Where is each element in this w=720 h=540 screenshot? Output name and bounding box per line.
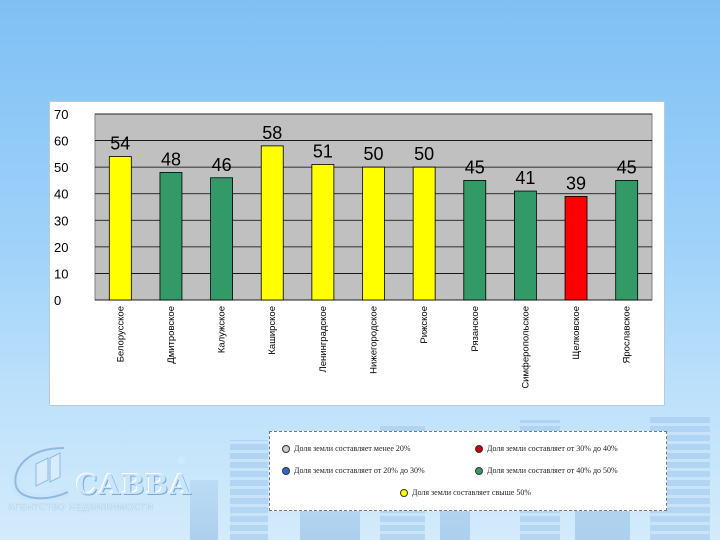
legend-label: Доля земли составляет менее 20%	[294, 444, 411, 453]
data-label: 50	[363, 144, 383, 164]
company-logo: САВВА ® АГЕНТСТВО НЕДВИЖИМОСТИ	[6, 440, 196, 520]
x-category-label: Симферопольское	[520, 306, 531, 389]
data-label: 58	[262, 123, 282, 143]
bar	[362, 166, 385, 301]
legend-swatch-icon	[475, 445, 483, 454]
legend-item: Доля земли составляет от 40% до 50%	[475, 466, 618, 476]
y-tick-label: 50	[54, 160, 68, 175]
data-label: 54	[110, 134, 130, 154]
legend-swatch-icon	[282, 445, 290, 454]
legend-item: Доля земли составляет от 20% до 30%	[282, 466, 425, 476]
x-category-label: Каширское	[267, 306, 278, 355]
data-label: 45	[617, 157, 637, 177]
y-tick-label: 40	[54, 187, 68, 202]
legend-label: Доля земли составляет от 30% до 40%	[487, 444, 618, 453]
y-tick-label: 60	[54, 134, 68, 149]
data-label: 51	[313, 141, 333, 161]
legend-label: Доля земли составляет свыше 50%	[412, 488, 531, 497]
data-label: 39	[566, 173, 586, 193]
data-label: 48	[161, 149, 181, 169]
x-category-label: Дмитровское	[166, 306, 177, 364]
x-category-label: Ленинградское	[318, 306, 329, 372]
legend-swatch-icon	[282, 467, 290, 476]
logo-wordmark: САВВА	[76, 470, 193, 501]
bar	[311, 164, 335, 301]
bar	[463, 180, 487, 301]
y-tick-label: 10	[54, 266, 68, 281]
y-tick-label: 70	[54, 107, 68, 122]
data-label: 50	[414, 144, 434, 164]
legend-item: Доля земли составляет от 30% до 40%	[475, 444, 618, 454]
bar	[108, 156, 132, 301]
bar-chart: 54 48 46 58 51 50 50 45 41 39 45 0 10 20 30 40 50 60 70 Б…	[54, 107, 653, 389]
bar	[159, 172, 183, 301]
legend-label: Доля земли составляет от 20% до 30%	[294, 466, 425, 475]
x-category-label: Калужское	[217, 306, 228, 353]
legend-item: Доля земли составляет свыше 50%	[400, 488, 531, 498]
x-category-label: Рязанское	[470, 306, 481, 352]
x-category-label: Ярославское	[622, 306, 633, 364]
x-category-label: Щелковское	[571, 306, 582, 359]
y-tick-label: 0	[54, 293, 61, 308]
logo-subtitle: АГЕНТСТВО НЕДВИЖИМОСТИ	[8, 502, 154, 512]
bar	[615, 180, 639, 301]
y-tick-label: 30	[54, 213, 68, 228]
x-category-label: Рижское	[419, 306, 430, 344]
data-label: 45	[465, 157, 485, 177]
legend-swatch-icon	[475, 467, 483, 476]
data-label: 41	[515, 168, 535, 188]
data-label: 46	[212, 155, 232, 175]
registered-mark: ®	[178, 456, 185, 466]
legend-swatch-icon	[400, 489, 408, 498]
bar	[564, 195, 588, 301]
bar	[412, 166, 436, 301]
x-category-label: Белорусское	[115, 306, 126, 362]
chart-legend: Доля земли составляет менее 20% Доля зем…	[269, 431, 667, 511]
bar-chart-panel: 54 48 46 58 51 50 50 45 41 39 45 0 10 20 30 40 50 60 70 Б…	[49, 101, 665, 406]
x-category-label: Нижегородское	[369, 306, 380, 374]
legend-label: Доля земли составляет от 40% до 50%	[487, 466, 618, 475]
legend-item: Доля земли составляет менее 20%	[282, 444, 411, 454]
bar	[210, 177, 233, 301]
logo-emblem-icon	[10, 443, 70, 500]
bar	[260, 145, 284, 301]
bar	[514, 190, 537, 301]
y-tick-label: 20	[54, 240, 68, 255]
